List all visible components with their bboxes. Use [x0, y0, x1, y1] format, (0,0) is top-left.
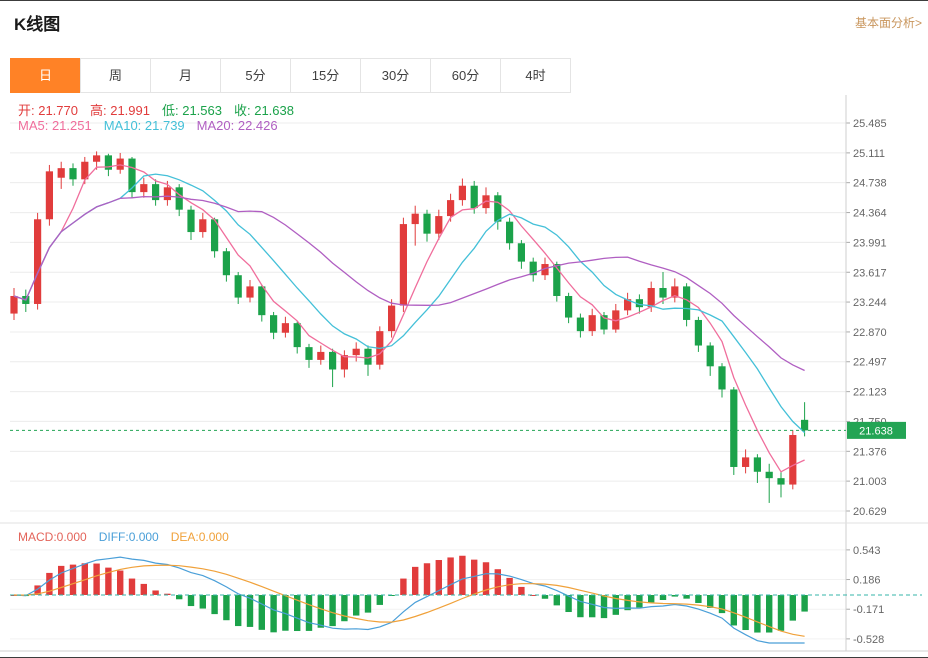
macd-dea: DEA:0.000: [170, 530, 229, 544]
svg-text:22.870: 22.870: [853, 327, 887, 339]
tab-m30[interactable]: 30分: [360, 58, 431, 93]
macd-indicator-row: MACD:0.000 DIFF:0.000 DEA:0.000: [18, 530, 241, 544]
ma-ma5: MA5: 21.251: [18, 118, 92, 133]
tab-week[interactable]: 周: [80, 58, 151, 93]
macd-macd: MACD:0.000: [18, 530, 87, 544]
svg-text:25.485: 25.485: [853, 118, 887, 130]
fundamental-analysis-link[interactable]: 基本面分析>: [854, 16, 922, 30]
ohlc-low: 低: 21.563: [162, 103, 222, 118]
svg-text:20.629: 20.629: [853, 506, 887, 518]
ohlc-open: 开: 21.770: [18, 103, 78, 118]
svg-text:25.111: 25.111: [853, 148, 885, 160]
ohlc-high: 高: 21.991: [90, 103, 150, 118]
ma-ma20: MA20: 22.426: [196, 118, 278, 133]
svg-text:22.123: 22.123: [853, 387, 887, 399]
svg-text:-0.171: -0.171: [853, 604, 884, 616]
tab-m5[interactable]: 5分: [220, 58, 291, 93]
kline-canvas[interactable]: 25.485 25.111 24.738 24.364 23.991 23.617 23.2…: [0, 95, 928, 653]
svg-text:23.244: 23.244: [853, 297, 887, 309]
tab-m15[interactable]: 15分: [290, 58, 361, 93]
tab-month[interactable]: 月: [150, 58, 221, 93]
current-price-badge: 21.638: [859, 425, 893, 437]
macd-diff: DIFF:0.000: [98, 530, 159, 544]
tab-day[interactable]: 日: [10, 58, 81, 93]
svg-text:23.991: 23.991: [853, 237, 887, 249]
svg-text:0.186: 0.186: [853, 575, 881, 587]
svg-text:22.497: 22.497: [853, 357, 887, 369]
svg-text:21.376: 21.376: [853, 446, 887, 458]
ohlc-close: 收: 21.638: [234, 103, 294, 118]
svg-text:21.003: 21.003: [853, 476, 887, 488]
tab-m60[interactable]: 60分: [430, 58, 501, 93]
ohlc-row: 开: 21.770 高: 21.991 低: 21.563 收: 21.638: [18, 100, 306, 119]
svg-text:24.364: 24.364: [853, 208, 887, 220]
ma-ma10: MA10: 21.739: [103, 118, 185, 133]
svg-text:-0.528: -0.528: [853, 634, 884, 646]
ma-row: MA5: 21.251 MA10: 21.739 MA20: 22.426: [18, 118, 290, 133]
page-title: K线图: [14, 15, 61, 34]
svg-text:24.738: 24.738: [853, 178, 887, 190]
tab-h4[interactable]: 4时: [500, 58, 571, 93]
svg-text:23.617: 23.617: [853, 267, 887, 279]
svg-text:0.543: 0.543: [853, 545, 881, 557]
period-tabs: 日周月 5分 15分 30分 60分 4时: [10, 58, 571, 93]
